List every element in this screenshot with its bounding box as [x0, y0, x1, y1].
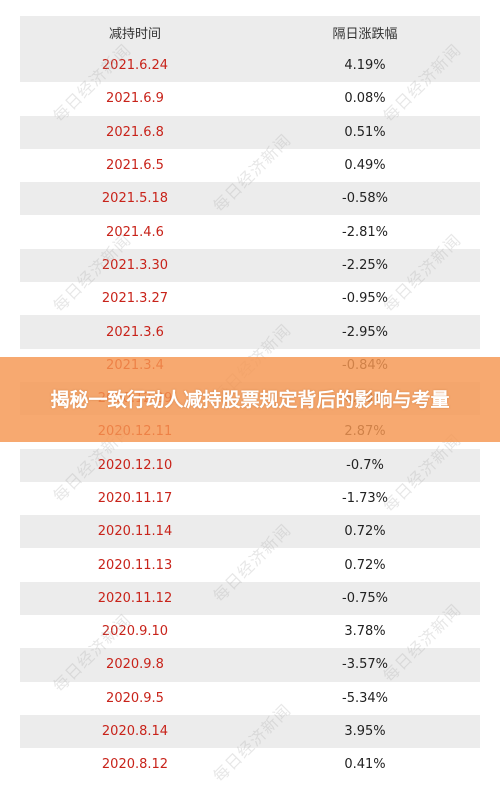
table-row: 2020.12.10 -0.7%	[20, 448, 480, 482]
table-row: 2020.9.5 -5.34%	[20, 681, 480, 715]
row-date: 2020.8.12	[101, 757, 169, 773]
table-row: 2021.3.6 -2.95%	[20, 315, 480, 349]
table-row: 2021.4.6 -2.81%	[20, 215, 480, 249]
row-date: 2020.11.13	[97, 557, 173, 573]
row-change: 0.72%	[344, 524, 386, 540]
row-change: 3.78%	[344, 624, 386, 640]
table-row: 2020.11.12 -0.75%	[20, 581, 480, 616]
row-date: 2021.6.9	[106, 91, 164, 107]
row-change: -0.7%	[346, 457, 384, 473]
table-row: 2020.9.8 -3.57%	[20, 648, 480, 682]
table-row: 2020.8.14 3.95%	[20, 714, 480, 749]
row-date: 2021.6.5	[106, 158, 164, 174]
row-date: 2020.9.8	[106, 657, 164, 673]
row-change: -3.57%	[342, 657, 388, 673]
table-header-row: 减持时间 隔日涨跌幅	[20, 16, 480, 49]
table-row: 2020.11.13 0.72%	[20, 548, 480, 582]
row-change: 3.95%	[344, 724, 386, 740]
table-row: 2021.6.24 4.19%	[20, 49, 480, 83]
banner-title: 揭秘一致行动人减持股票规定背后的影响与考量	[50, 388, 450, 411]
row-change: -2.95%	[342, 324, 388, 340]
row-date: 2021.6.8	[106, 124, 164, 140]
row-change: -2.25%	[342, 257, 388, 273]
row-change: 0.49%	[344, 158, 386, 174]
row-change: -2.81%	[342, 224, 388, 240]
row-change: -0.95%	[342, 291, 388, 307]
table-row: 2020.11.17 -1.73%	[20, 481, 480, 516]
table-row: 2021.5.18 -0.58%	[20, 182, 480, 216]
row-change: 0.08%	[344, 91, 386, 107]
reduction-table: 减持时间 隔日涨跌幅 2021.6.24 4.19% 2021.6.9 0.08% 20…	[20, 16, 480, 782]
header-date: 减持时间	[108, 27, 161, 42]
row-date: 2021.3.6	[106, 324, 164, 340]
row-date: 2020.11.14	[97, 524, 173, 540]
row-change: 0.51%	[344, 124, 386, 140]
row-date: 2021.4.6	[106, 224, 164, 240]
row-date: 2020.9.10	[101, 624, 169, 640]
table-row: 2020.8.12 0.41%	[20, 748, 480, 782]
row-date: 2020.9.5	[106, 690, 164, 706]
title-banner: 揭秘一致行动人减持股票规定背后的影响与考量	[0, 357, 500, 442]
header-change: 隔日涨跌幅	[332, 27, 398, 42]
table-row: 2020.9.10 3.78%	[20, 615, 480, 649]
row-date: 2020.11.17	[97, 491, 173, 506]
row-change: 0.72%	[344, 557, 386, 573]
row-date: 2021.3.30	[101, 257, 169, 273]
row-date: 2021.6.24	[101, 58, 169, 74]
row-change: 0.41%	[344, 757, 386, 773]
row-change: -0.58%	[342, 191, 388, 207]
row-date: 2021.3.27	[101, 291, 169, 307]
row-date: 2020.12.10	[97, 457, 173, 473]
table-row: 2021.6.8 0.51%	[20, 115, 480, 149]
row-date: 2020.8.14	[101, 724, 169, 740]
row-date: 2020.11.12	[97, 590, 173, 606]
row-date: 2021.5.18	[101, 191, 169, 207]
row-change: -0.75%	[342, 590, 388, 606]
table-row: 2021.3.30 -2.25%	[20, 248, 480, 283]
table-row: 2021.6.5 0.49%	[20, 148, 480, 183]
table-row: 2021.6.9 0.08%	[20, 82, 480, 116]
row-change: -1.73%	[342, 491, 388, 506]
table-row: 2021.3.27 -0.95%	[20, 282, 480, 316]
row-change: 4.19%	[344, 58, 386, 74]
row-change: -5.34%	[342, 690, 388, 706]
table-row: 2020.11.14 0.72%	[20, 515, 480, 549]
